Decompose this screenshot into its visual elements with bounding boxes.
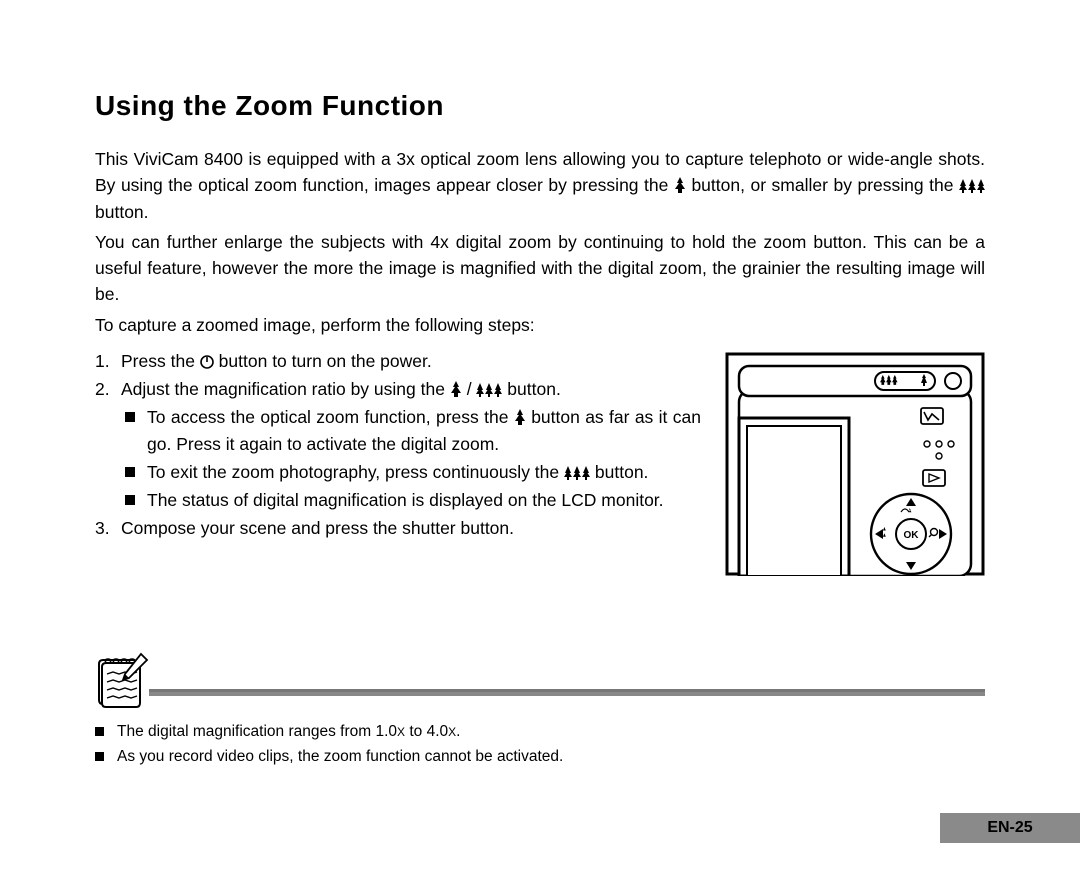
zoom-out-trees-icon <box>959 179 985 193</box>
text: button. <box>95 202 149 222</box>
step-3: Compose your scene and press the shutter… <box>95 515 701 541</box>
zoom-in-tree-icon <box>514 409 526 425</box>
content-row: Press the button to turn on the power. A… <box>95 348 985 581</box>
step-2: Adjust the magnification ratio by using … <box>95 376 701 513</box>
text: To exit the zoom photography, press cont… <box>147 462 564 482</box>
page-number-badge: EN-25 <box>940 813 1080 843</box>
text: to 4.0 <box>405 723 448 740</box>
text: Press the <box>121 351 200 371</box>
intro-paragraph-1: This ViviCam 8400 is equipped with a 3x … <box>95 146 985 225</box>
text: button. <box>507 379 561 399</box>
text: Adjust the magnification ratio by using … <box>121 379 450 399</box>
notepad-icon <box>93 650 153 708</box>
manual-page: Using the Zoom Function This ViviCam 840… <box>0 0 1080 581</box>
text: The digital magnification ranges from 1.… <box>117 723 397 740</box>
note-list: The digital magnification ranges from 1.… <box>93 720 985 770</box>
text: . <box>456 723 460 740</box>
zoom-out-trees-icon <box>476 383 502 397</box>
steps-list: Press the button to turn on the power. A… <box>95 348 701 542</box>
bullet-3: The status of digital magnification is d… <box>121 487 701 513</box>
text: To access the optical zoom function, pre… <box>147 407 514 427</box>
zoom-out-trees-icon <box>564 466 590 480</box>
zoom-in-tree-icon <box>674 177 686 193</box>
text: / <box>467 379 477 399</box>
text: button to turn on the power. <box>219 351 432 371</box>
x-small: X <box>397 725 405 739</box>
intro-paragraph-3: To capture a zoomed image, perform the f… <box>95 312 985 338</box>
svg-text:OK: OK <box>904 530 920 541</box>
zoom-in-tree-icon <box>450 381 462 397</box>
text: button, or smaller by pressing the <box>691 175 959 195</box>
sub-bullets: To access the optical zoom function, pre… <box>121 404 701 513</box>
x-small: X <box>448 725 456 739</box>
note-divider <box>93 650 985 708</box>
text: button. <box>595 462 649 482</box>
intro-paragraph-2: You can further enlarge the subjects wit… <box>95 229 985 308</box>
note-2: As you record video clips, the zoom func… <box>93 745 985 770</box>
bullet-1: To access the optical zoom function, pre… <box>121 404 701 457</box>
power-icon <box>200 355 214 369</box>
camera-illustration: OK <box>725 352 985 581</box>
bullet-2: To exit the zoom photography, press cont… <box>121 459 701 485</box>
note-section: The digital magnification ranges from 1.… <box>93 650 985 770</box>
steps-column: Press the button to turn on the power. A… <box>95 348 701 544</box>
step-1: Press the button to turn on the power. <box>95 348 701 374</box>
page-title: Using the Zoom Function <box>95 90 985 122</box>
note-1: The digital magnification ranges from 1.… <box>93 720 985 745</box>
